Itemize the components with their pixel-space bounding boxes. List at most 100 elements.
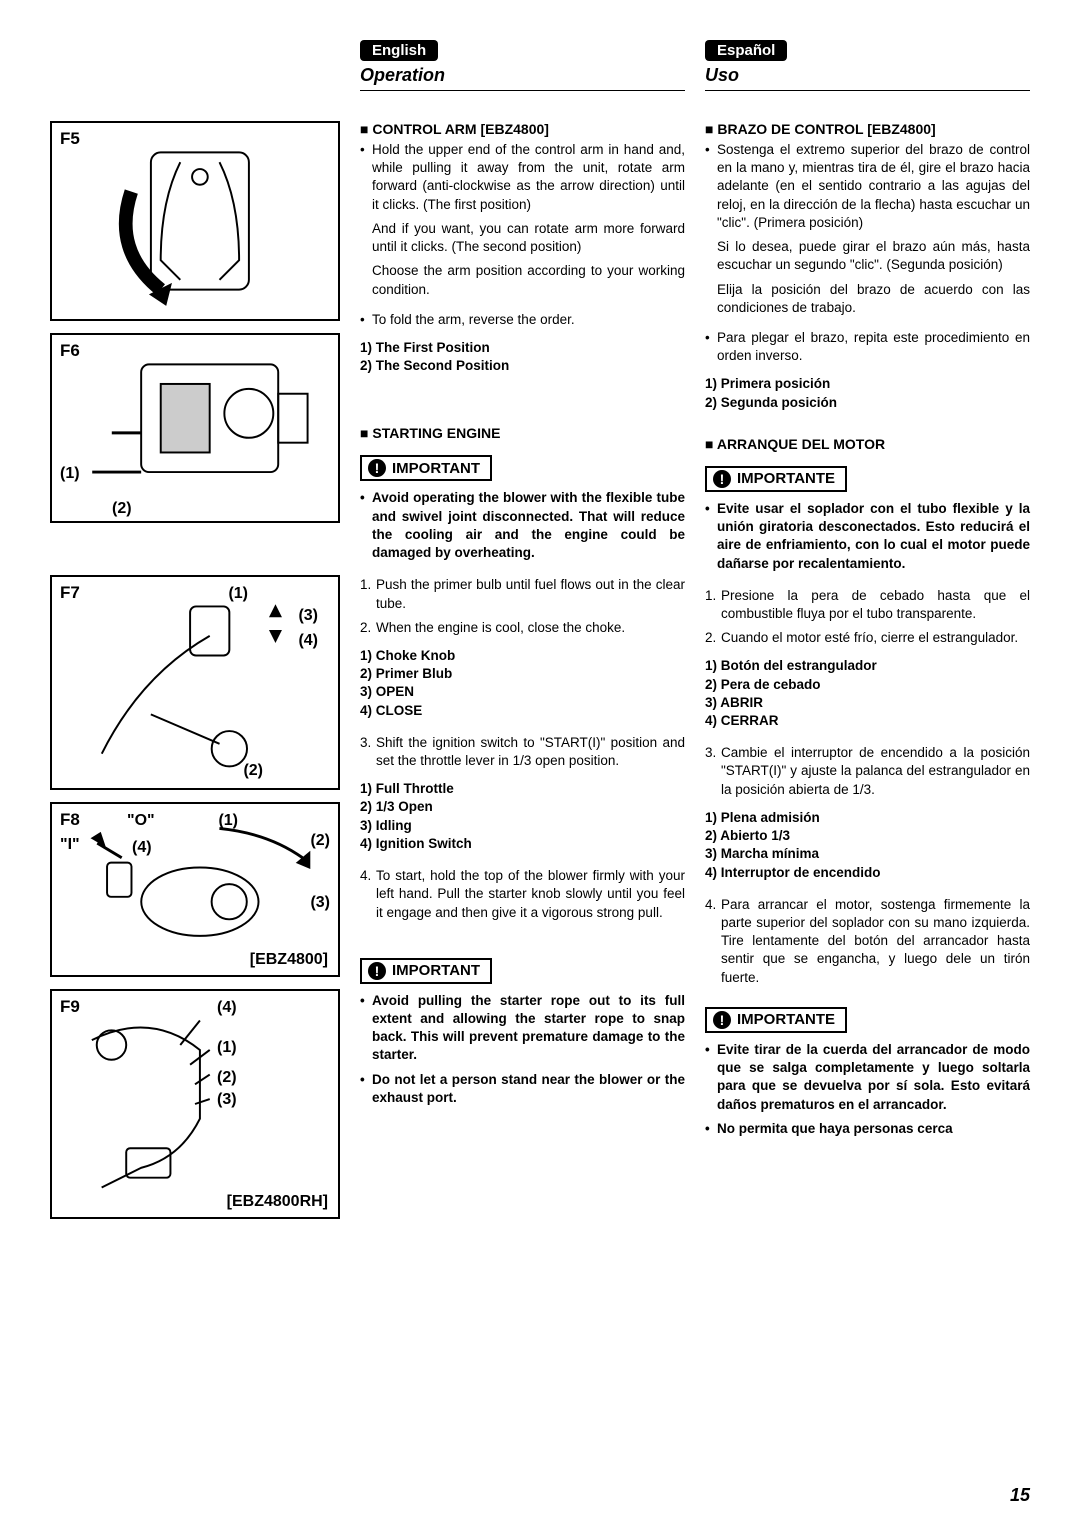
en-step3-text: Shift the ignition switch to "START(I)" … [376, 735, 685, 768]
fig-f7-label: F7 [60, 583, 80, 603]
warning-icon: ! [713, 1011, 731, 1029]
es-step3: 3.Cambie el interruptor de encendido a l… [705, 744, 1030, 799]
es-important2-b1: Evite tirar de la cuerda del arrancador … [705, 1041, 1030, 1114]
warning-icon: ! [368, 459, 386, 477]
en-control-arm-heading: CONTROL ARM [EBZ4800] [360, 121, 685, 137]
figure-f8: F8 "O" "I" (1) (2) (3) (4) [EBZ4800] [50, 802, 340, 977]
es-starting-engine: ARRANQUE DEL MOTOR [705, 436, 1030, 452]
en-step2: 2.When the engine is cool, close the cho… [360, 619, 685, 637]
fig-f7-n4: (4) [298, 632, 318, 650]
en-control-arm-p3: Choose the arm position according to you… [360, 262, 685, 298]
en-step4: 4.To start, hold the top of the blower f… [360, 867, 685, 922]
es-important-2-label: IMPORTANTE [737, 1011, 835, 1028]
es-important1-b1: Evite usar el soplador con el tubo flexi… [705, 500, 1030, 573]
es-fold-arm: Para plegar el brazo, repita este proced… [705, 329, 1030, 365]
fig-f5-label: F5 [60, 129, 80, 149]
fig-f6-n2: (2) [112, 500, 132, 518]
fig-f8-n2: (2) [310, 832, 330, 850]
es-step3-text: Cambie el interruptor de encendido a la … [721, 745, 1030, 796]
spanish-column: BRAZO DE CONTROL [EBZ4800] Sostenga el e… [705, 121, 1030, 1231]
fig-f8-model: [EBZ4800] [250, 951, 328, 969]
es-important-1-label: IMPORTANTE [737, 470, 835, 487]
es-control-arm-p2: Si lo desea, puede girar el brazo aún má… [705, 238, 1030, 274]
es-control-arm-b1: Sostenga el extremo superior del brazo d… [705, 141, 1030, 232]
en-important1-b1: Avoid operating the blower with the flex… [360, 489, 685, 562]
figure-f9: F9 (4) (1) (2) (3) [EBZ4800RH] [50, 989, 340, 1219]
fig-f5-illustration [52, 123, 338, 319]
en-important2-b1: Avoid pulling the starter rope out to it… [360, 992, 685, 1065]
english-column: CONTROL ARM [EBZ4800] Hold the upper end… [360, 121, 685, 1231]
en-fold-arm: To fold the arm, reverse the order. [360, 311, 685, 329]
fig-f6-label: F6 [60, 341, 80, 361]
english-header: English Operation [360, 40, 685, 91]
warning-icon: ! [368, 962, 386, 980]
es-important-box-1: ! IMPORTANTE [705, 466, 847, 492]
en-important2-b2: Do not let a person stand near the blowe… [360, 1071, 685, 1107]
page-number: 15 [1010, 1485, 1030, 1506]
header-row: English Operation Español Uso [50, 40, 1030, 91]
es-step2-text: Cuando el motor esté frío, cierre el est… [721, 630, 1018, 645]
en-important-2-label: IMPORTANT [392, 962, 480, 979]
fig-f8-illustration [52, 804, 338, 975]
fig-f9-n1: (1) [217, 1039, 237, 1057]
spanish-badge: Español [705, 40, 787, 61]
en-step1-text: Push the primer bulb until fuel flows ou… [376, 577, 685, 610]
figures-column: F5 F6 (1) (2) [50, 121, 340, 1231]
en-important-box-2: ! IMPORTANT [360, 958, 492, 984]
es-step4-text: Para arrancar el motor, sostenga firmeme… [721, 897, 1030, 985]
es-step2: 2.Cuando el motor esté frío, cierre el e… [705, 629, 1030, 647]
uso-title: Uso [705, 65, 1030, 91]
fig-f8-n3: (3) [310, 894, 330, 912]
es-important-box-2: ! IMPORTANTE [705, 1007, 847, 1033]
figure-f5: F5 [50, 121, 340, 321]
en-throttle-list: 1) Full Throttle 2) 1/3 Open 3) Idling 4… [360, 780, 685, 853]
es-positions: 1) Primera posición 2) Segunda posición [705, 375, 1030, 411]
fig-f6-illustration [52, 335, 338, 521]
fig-f8-i: "I" [60, 836, 80, 854]
header-cols: English Operation Español Uso [360, 40, 1030, 91]
es-step1: 1.Presione la pera de cebado hasta que e… [705, 587, 1030, 623]
fig-f7-n2: (2) [243, 762, 263, 780]
en-step1: 1.Push the primer bulb until fuel flows … [360, 576, 685, 612]
spacer [50, 535, 340, 575]
es-control-arm-heading: BRAZO DE CONTROL [EBZ4800] [705, 121, 1030, 137]
fig-f6-n1: (1) [60, 465, 80, 483]
fig-f9-label: F9 [60, 997, 80, 1017]
en-step2-text: When the engine is cool, close the choke… [376, 620, 625, 635]
es-important2-b2: No permita que haya personas cerca [705, 1120, 1030, 1138]
fig-f8-o: "O" [127, 812, 155, 830]
en-step3: 3.Shift the ignition switch to "START(I)… [360, 734, 685, 770]
fig-f9-n2: (2) [217, 1069, 237, 1087]
spanish-header: Español Uso [705, 40, 1030, 91]
fig-f7-n3: (3) [298, 607, 318, 625]
fig-f9-n3: (3) [217, 1091, 237, 1109]
en-starting-engine: STARTING ENGINE [360, 425, 685, 441]
en-important-1-label: IMPORTANT [392, 460, 480, 477]
warning-icon: ! [713, 470, 731, 488]
fig-f9-illustration [52, 991, 338, 1217]
fig-f8-n4: (4) [132, 839, 152, 857]
en-choke-list: 1) Choke Knob 2) Primer Blub 3) OPEN 4) … [360, 647, 685, 720]
es-step1-text: Presione la pera de cebado hasta que el … [721, 588, 1030, 621]
fig-f8-n1: (1) [218, 812, 238, 830]
header-spacer [50, 40, 340, 91]
fig-f7-n1: (1) [228, 585, 248, 603]
fig-f8-label: F8 [60, 810, 80, 830]
text-columns: CONTROL ARM [EBZ4800] Hold the upper end… [360, 121, 1030, 1231]
en-control-arm-b1: Hold the upper end of the control arm in… [360, 141, 685, 214]
page-container: F5 F6 (1) (2) [50, 121, 1030, 1231]
en-important-box-1: ! IMPORTANT [360, 455, 492, 481]
fig-f9-n4: (4) [217, 999, 237, 1017]
fig-f9-model: [EBZ4800RH] [227, 1193, 328, 1211]
es-control-arm-p3: Elija la posición del brazo de acuerdo c… [705, 281, 1030, 317]
figure-f7: F7 (1) (3) (4) (2) [50, 575, 340, 790]
en-step4-text: To start, hold the top of the blower fir… [376, 868, 685, 919]
en-control-arm-p2: And if you want, you can rotate arm more… [360, 220, 685, 256]
en-positions: 1) The First Position 2) The Second Posi… [360, 339, 685, 375]
operation-title: Operation [360, 65, 685, 91]
es-choke-list: 1) Botón del estrangulador 2) Pera de ce… [705, 657, 1030, 730]
figure-f6: F6 (1) (2) [50, 333, 340, 523]
es-step4: 4.Para arrancar el motor, sostenga firme… [705, 896, 1030, 987]
fig-f7-illustration [52, 577, 338, 788]
english-badge: English [360, 40, 438, 61]
